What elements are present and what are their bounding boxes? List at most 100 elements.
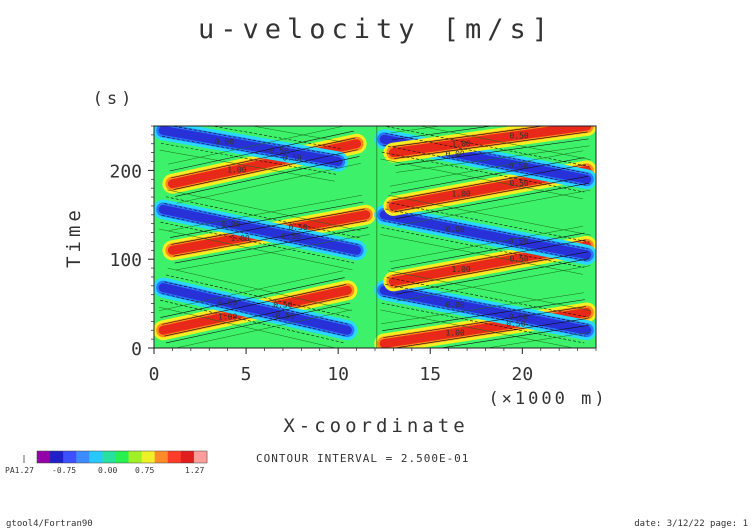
colorbar-tick-label: -0.75	[52, 466, 76, 475]
colorbar-tick-label: 0.00	[98, 466, 117, 475]
negative-band-3	[154, 199, 367, 261]
colorbar-swatch	[76, 451, 90, 463]
contour-labels: 1.000.500.00-0.501.000.500.00-0.501.000.…	[215, 131, 529, 337]
x-axis-label: X-coordinate	[283, 415, 468, 437]
contour-label: 1.00	[451, 265, 470, 274]
colorbar-swatch	[193, 451, 208, 463]
contour-label: 0.50	[506, 319, 525, 328]
contour-line	[394, 131, 588, 159]
contour-line	[161, 293, 347, 337]
contour-line	[394, 176, 588, 213]
colorbar-frame	[36, 450, 208, 464]
contour-line	[388, 270, 591, 311]
footer-right: date: 3/12/22 page: 1	[634, 519, 748, 529]
contour-line	[394, 251, 588, 288]
negative-band-5	[154, 126, 349, 172]
contour-line	[386, 126, 590, 167]
contour-line	[381, 151, 585, 193]
contour-label: -0.50	[504, 237, 528, 246]
contour-line	[391, 232, 585, 269]
contour-label: 0.50	[509, 179, 528, 188]
x-tick-label: 10	[327, 364, 349, 385]
contour-line	[381, 227, 585, 268]
contour-line	[382, 220, 586, 261]
contour-line	[396, 189, 591, 226]
contour-label: 0.00	[218, 299, 237, 308]
negative-band-9	[374, 204, 596, 265]
contour-line	[395, 258, 590, 295]
contour-label: 0.00	[445, 149, 464, 158]
chart-title: u-velocity [m/s]	[198, 14, 554, 45]
contour-line	[159, 149, 335, 182]
contour-line	[381, 292, 584, 325]
colorbar	[23, 450, 208, 464]
contour-line	[169, 130, 354, 172]
contour-line	[389, 225, 584, 262]
colorbar-swatch	[115, 451, 130, 463]
contour-line	[380, 309, 575, 348]
x-tick-label: 5	[241, 364, 252, 385]
plot-area: 1.000.500.00-0.501.000.500.00-0.501.000.…	[154, 126, 596, 348]
contour-line	[396, 145, 590, 173]
contour-line	[168, 194, 363, 231]
contour-line	[167, 189, 361, 231]
contour-line	[386, 201, 590, 243]
contour-line	[386, 277, 590, 318]
contour-line	[160, 299, 345, 344]
colorbar-tick-labels: -0.75 0.00 0.75 1.27	[52, 466, 204, 475]
contour-label: 1.00	[451, 189, 470, 198]
contour-line	[385, 133, 589, 174]
contour-label: 1.00	[445, 329, 464, 338]
contour-label: 0.50	[509, 131, 528, 140]
contour-label: 0.50	[288, 223, 307, 232]
colorbar-swatch	[154, 451, 169, 463]
contour-line	[167, 267, 352, 311]
contour-line	[381, 302, 585, 344]
contour-line	[395, 182, 590, 220]
contour-label: 0.00	[445, 225, 464, 234]
x-unit-label: (×1000 m)	[488, 389, 607, 409]
contour-lines	[158, 126, 591, 348]
positive-band-12	[383, 126, 596, 163]
contour-label: 0.50	[282, 154, 301, 163]
x-tick-label: 20	[511, 364, 533, 385]
negative-band-1	[154, 277, 358, 341]
y-tick-label: 100	[109, 250, 142, 271]
contour-line	[385, 208, 589, 250]
colorbar-swatch	[167, 451, 182, 463]
contour-line	[380, 234, 583, 275]
colorbar-tick-label: 1.27	[185, 466, 204, 475]
colorbar-swatch	[102, 451, 116, 463]
y-axis: 0 100 200	[109, 125, 154, 360]
contour-line	[161, 284, 347, 325]
contour-line	[392, 318, 588, 348]
contour-line	[382, 299, 585, 332]
contour-label: 0.00	[221, 220, 240, 229]
contour-line	[160, 277, 345, 318]
footer-left: gtool4/Fortran90	[6, 519, 93, 529]
contour-line	[175, 156, 360, 197]
contour-line	[159, 228, 353, 271]
contour-label: 1.00	[227, 166, 246, 175]
contour-line	[175, 234, 370, 271]
contour-label: -0.50	[504, 312, 528, 321]
contour-line	[160, 221, 354, 264]
colorbar-swatch	[128, 451, 143, 463]
contour-line	[164, 203, 358, 245]
contour-line	[389, 150, 584, 187]
contour-line	[158, 306, 337, 348]
contour-label: 1.00	[230, 234, 249, 243]
contour-line	[391, 157, 585, 194]
y-unit-label: (s)	[93, 89, 136, 109]
contour-line	[174, 227, 369, 264]
contour-line	[396, 265, 591, 302]
contour-line	[166, 274, 351, 318]
colorbar-min-label: PA1.27	[5, 466, 34, 475]
contour-interval-text: CONTOUR INTERVAL = 2.500E-01	[256, 452, 469, 465]
contour-line	[174, 309, 352, 348]
colorbar-swatch	[37, 451, 51, 463]
contour-line	[173, 149, 358, 190]
contour-label: 1.00	[451, 139, 470, 148]
contour-line	[392, 164, 586, 201]
